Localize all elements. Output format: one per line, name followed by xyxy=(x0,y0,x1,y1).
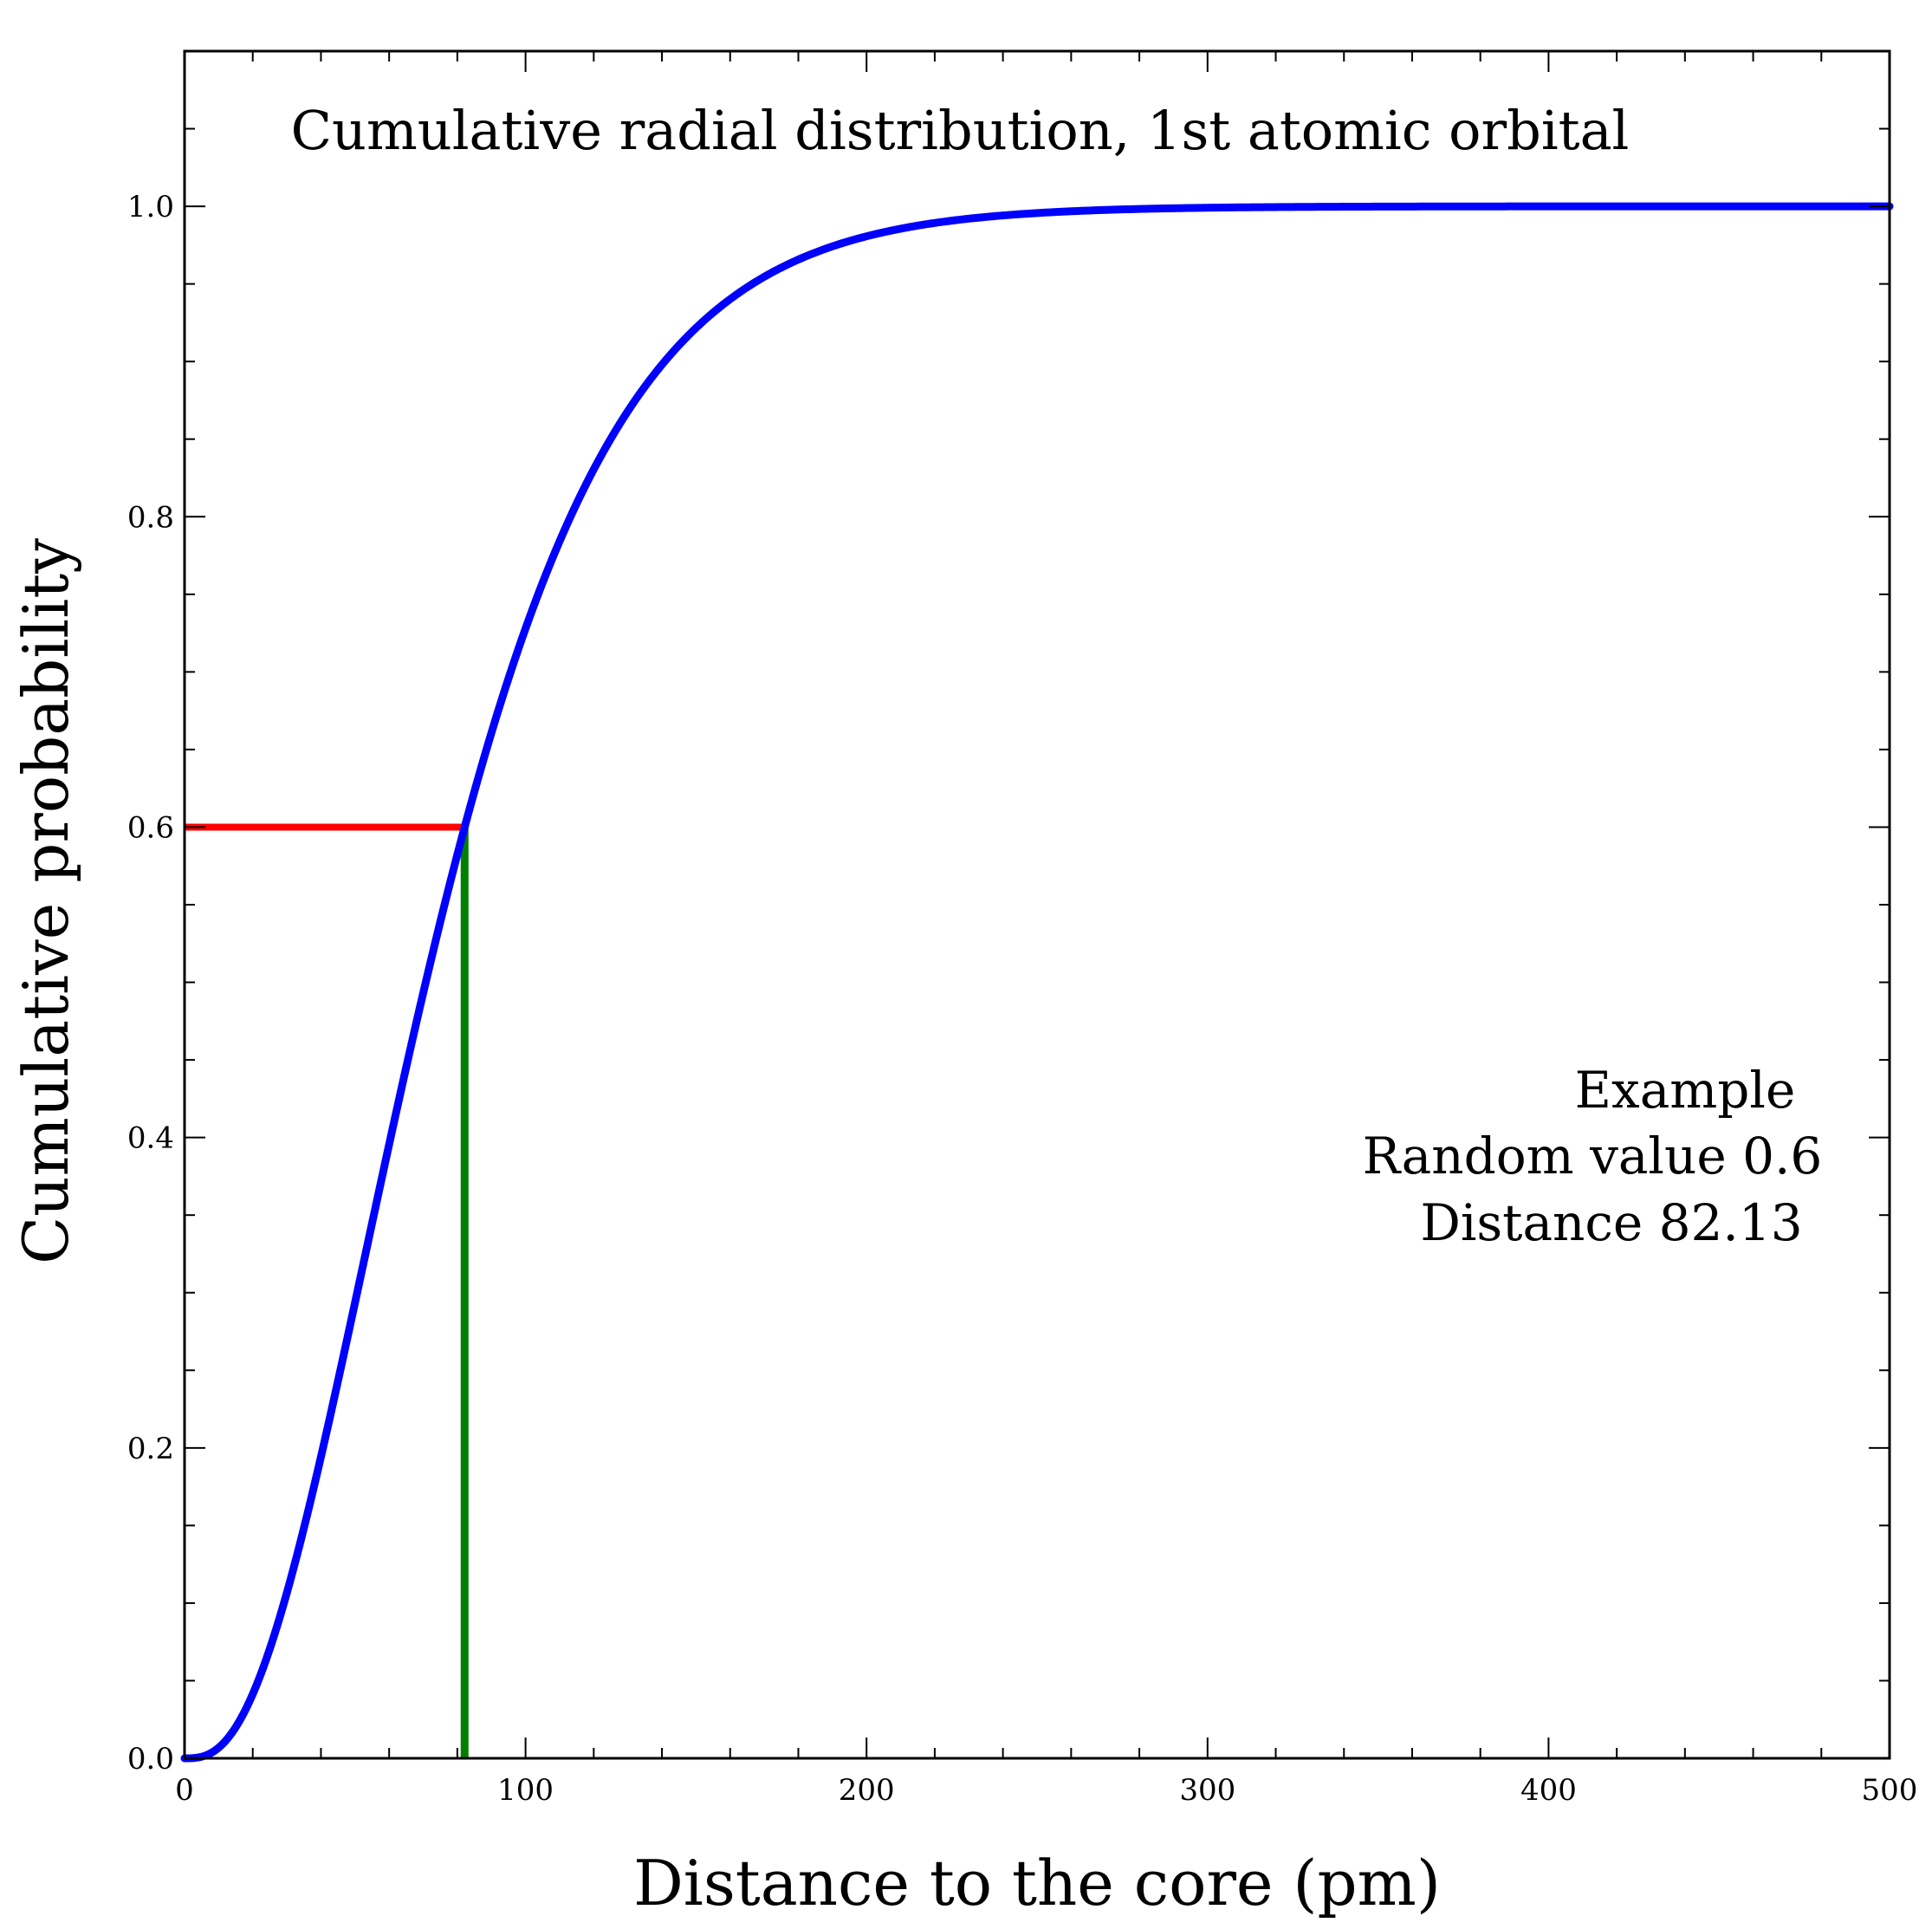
x-tick-label: 300 xyxy=(1179,1773,1235,1808)
y-tick-label: 0.6 xyxy=(127,810,174,845)
example-annotation: Example Random value 0.6 Distance 82.13 xyxy=(1363,1061,1823,1252)
y-tick-label: 0.4 xyxy=(127,1121,174,1156)
y-tick-label: 0.0 xyxy=(127,1742,174,1776)
annotation-line-example: Example xyxy=(1575,1061,1796,1120)
x-axis-title: Distance to the core (pm) xyxy=(633,1847,1441,1919)
x-tick-label: 500 xyxy=(1862,1773,1918,1808)
chart-title: Cumulative radial distribution, 1st atom… xyxy=(291,99,1630,162)
x-tick-label: 400 xyxy=(1520,1773,1577,1808)
plot-frame xyxy=(183,49,1891,1760)
annotation-line-random-value: Random value 0.6 xyxy=(1363,1127,1823,1185)
axis-ticks xyxy=(184,50,1890,1759)
tick-labels: 0 100 200 300 400 500 0.0 0.2 0.4 0.6 0.8 1.0 xyxy=(127,190,1918,1808)
y-tick-label: 0.8 xyxy=(127,500,174,535)
y-tick-label: 0.2 xyxy=(127,1432,174,1466)
cumulative-probability-curve xyxy=(180,202,1894,1763)
y-tick-label: 1.0 xyxy=(127,190,174,224)
y-axis-title: Cumulative probability xyxy=(10,538,82,1264)
annotation-line-distance: Distance 82.13 xyxy=(1420,1193,1802,1252)
x-tick-label: 100 xyxy=(497,1773,554,1808)
x-tick-label: 200 xyxy=(839,1773,895,1808)
guide-lines xyxy=(185,823,469,1758)
x-tick-label: 0 xyxy=(175,1773,194,1808)
